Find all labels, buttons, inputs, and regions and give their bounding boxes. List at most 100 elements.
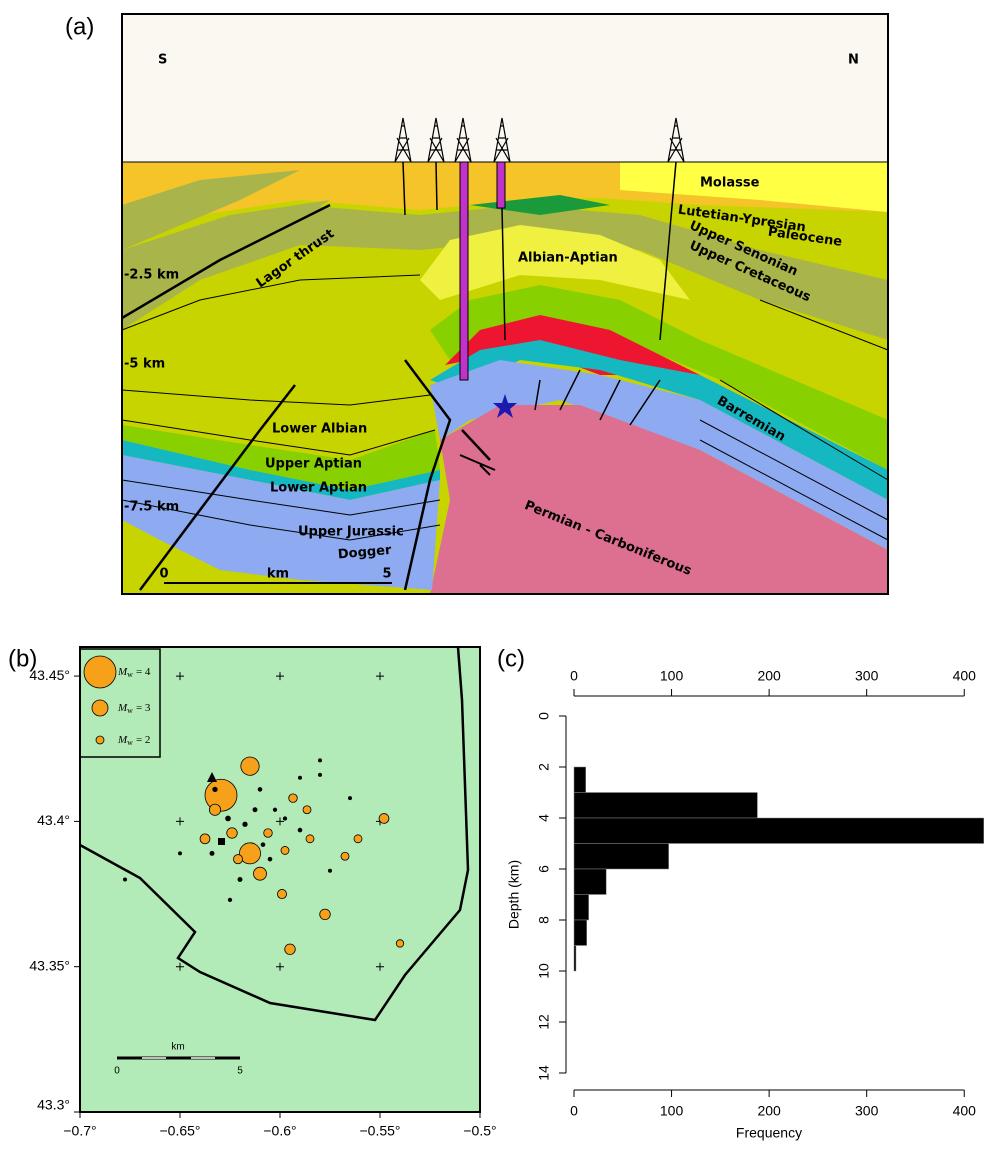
legend-label: Mw = 2 [117, 734, 150, 747]
olive-band [122, 170, 300, 250]
layer-label: Molasse [700, 176, 760, 191]
x-tick-label: 200 [757, 1103, 781, 1119]
legend-subscript: w [127, 706, 133, 715]
earthquake [253, 866, 267, 881]
well [496, 161, 506, 209]
earthquake [272, 807, 278, 812]
x-tick-label: 100 [660, 1103, 684, 1119]
y-tick-label: 43.3° [37, 1097, 70, 1113]
legend-subscript: w [127, 670, 133, 679]
earthquake [240, 756, 260, 776]
x-tick-label: −0.7° [63, 1123, 96, 1139]
depth-label: -7.5 km [124, 500, 179, 515]
grid-cross [376, 672, 384, 681]
jurassic-left [122, 455, 440, 590]
x-tick-label: 0 [570, 1103, 578, 1119]
earthquake [252, 807, 258, 813]
permian [430, 405, 888, 594]
y-tick-label: 0 [536, 712, 552, 720]
panel-label: (a) [65, 13, 94, 40]
grid-cross [176, 672, 184, 681]
jurassic-right [430, 360, 888, 550]
bar [573, 843, 669, 870]
earthquake [204, 778, 238, 812]
y-tick-label: 4 [536, 814, 552, 822]
scale-label: km [267, 567, 289, 582]
cross-section: S N Molasse Lutetian-Ypresian Paleocene … [121, 13, 889, 595]
legend-symbol-text: M [117, 702, 128, 714]
earthquake [277, 889, 287, 900]
legend-symbol [95, 735, 105, 745]
earthquake [199, 833, 211, 845]
legend-label: Mw = 3 [117, 702, 151, 715]
x-tick-label: −0.6° [263, 1123, 296, 1139]
earthquake [302, 805, 312, 815]
depth-label: -2.5 km [124, 268, 179, 283]
earthquake [212, 786, 218, 793]
earthquake [178, 851, 182, 856]
x-tick-label: −0.5° [463, 1123, 496, 1139]
layer-label: Upper Aptian [265, 457, 362, 472]
bar [573, 868, 607, 895]
bar [573, 919, 587, 946]
star [493, 394, 517, 418]
earthquake [267, 856, 273, 862]
aptian-green [430, 285, 888, 470]
x-tick-label: 100 [660, 668, 684, 684]
y-tick-label: 8 [536, 916, 552, 924]
red-layer [445, 315, 700, 375]
earthquake [226, 827, 238, 839]
aptian-left [122, 425, 440, 490]
scale-label: 5 [382, 567, 391, 582]
layer-lines [121, 274, 889, 541]
layer-label: Dogger [337, 543, 392, 563]
y-tick-label: 43.45° [29, 667, 70, 683]
legend-text: = 2 [136, 734, 150, 746]
earthquake [239, 842, 261, 865]
x-tick-label: −0.55° [359, 1123, 400, 1139]
layer-label: Lower Albian [272, 422, 367, 437]
y-tick-label: 43.4° [37, 812, 70, 828]
earthquake [257, 787, 263, 792]
x-tick-label: 200 [757, 668, 781, 684]
y-tick-label: 2 [536, 763, 552, 771]
earthquake [208, 803, 222, 816]
earthquake [305, 834, 315, 844]
panel-label: (c) [497, 645, 525, 672]
y-axis-title: Depth (km) [506, 860, 522, 929]
x-tick-label: 300 [855, 1103, 879, 1119]
legend-symbol [83, 655, 117, 689]
scale-label: 0 [114, 1066, 120, 1077]
earthquake [319, 908, 331, 921]
earthquake [353, 834, 363, 844]
layer-label: Upper Jurassic [298, 525, 404, 540]
y-tick-label: 10 [536, 963, 552, 979]
molasse [620, 162, 888, 212]
y-tick-label: 14 [536, 1065, 552, 1081]
y-tick-label: 12 [536, 1014, 552, 1030]
depth-label: -5 km [124, 357, 165, 372]
earthquake [280, 846, 290, 855]
well [459, 161, 469, 381]
derricks [394, 117, 685, 163]
earthquake [227, 897, 233, 902]
earthquake [242, 821, 248, 827]
earthquake [288, 793, 298, 803]
scale-label: 0 [159, 567, 168, 582]
earthquake [233, 854, 243, 865]
earthquake [328, 868, 332, 873]
scale-label: km [171, 1042, 184, 1053]
legend-text: = 3 [136, 702, 151, 714]
earthquake [340, 851, 350, 861]
barremian [430, 340, 888, 500]
boundary [79, 646, 470, 1022]
legend-label: Mw = 4 [117, 666, 151, 679]
grid-cross [176, 962, 184, 971]
map-overlay: 0 km 5 Mw = 4Mw = 3Mw = 2 [74, 646, 481, 1118]
earthquake [378, 813, 390, 824]
earthquake [123, 877, 127, 882]
earthquake [318, 772, 322, 777]
earthquake [260, 842, 266, 847]
y-tick-label: 43.35° [29, 957, 70, 973]
